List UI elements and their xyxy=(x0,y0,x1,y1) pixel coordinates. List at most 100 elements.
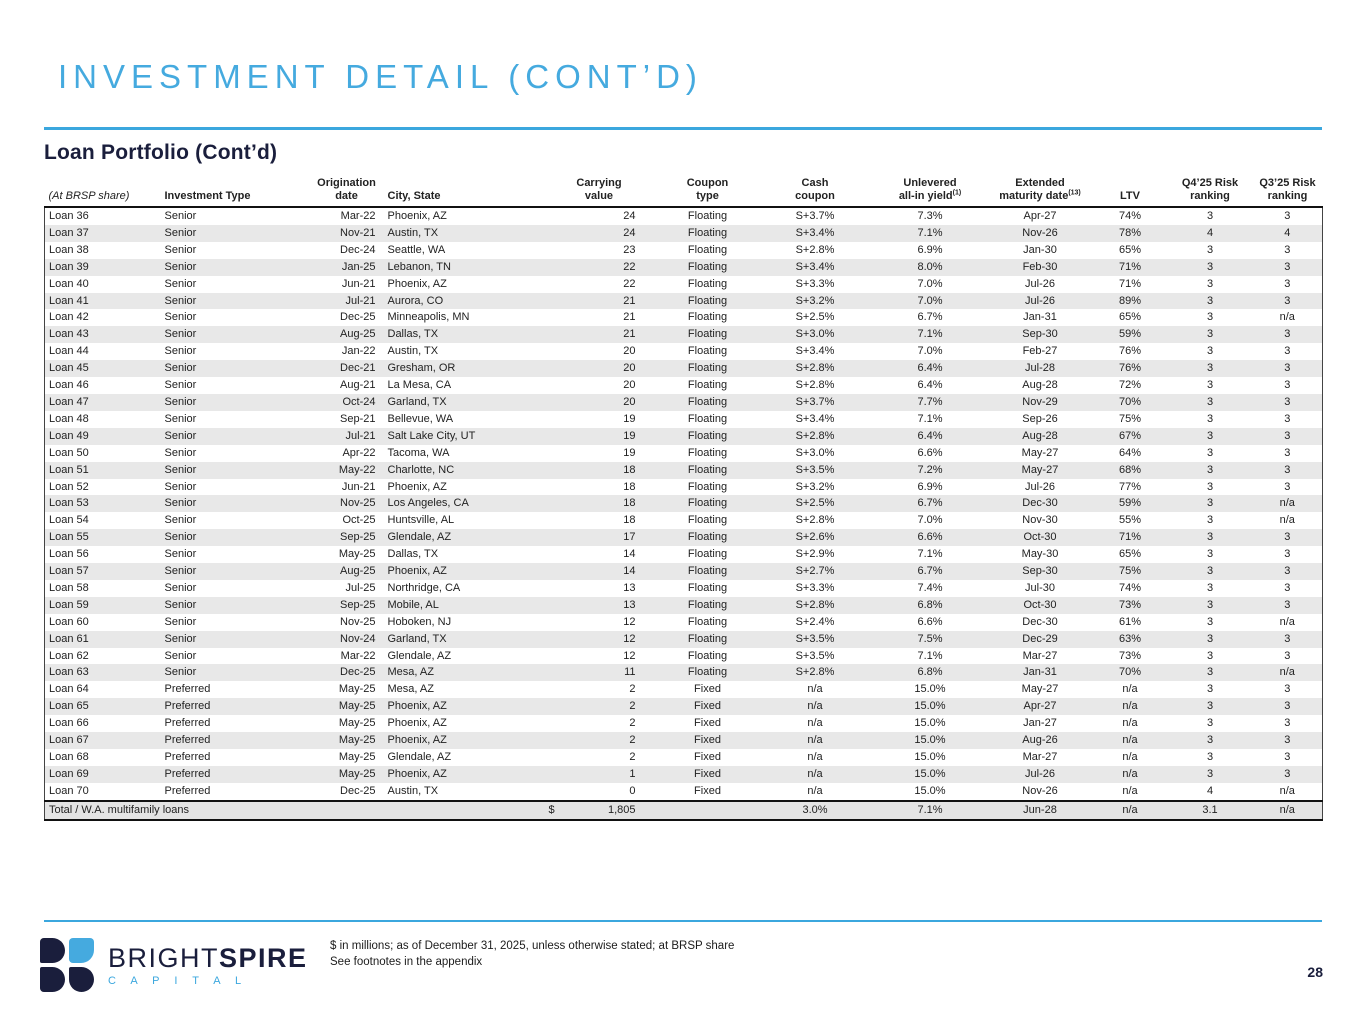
table-cell: n/a xyxy=(807,767,823,780)
table-cell: n/a xyxy=(1122,734,1138,747)
table-cell: Senior xyxy=(164,429,197,442)
currency-symbol: $ xyxy=(548,803,555,816)
table-cell: Sep-25 xyxy=(340,531,376,544)
table-cell: 71% xyxy=(1118,260,1142,273)
logo-quadrant-icon xyxy=(40,967,65,992)
table-cell: n/a xyxy=(1122,717,1138,730)
loan-row: Loan 65 Preferred May-25 Phoenix, AZ 2 Fixed n… xyxy=(44,698,1323,716)
table-cell: 23 xyxy=(623,243,636,256)
table-cell: 76% xyxy=(1118,345,1142,358)
table-cell: n/a xyxy=(1252,613,1323,631)
table-cell: 6.4% xyxy=(917,379,943,392)
table-cell: Aug-21 xyxy=(340,379,376,392)
table-cell: Floating xyxy=(687,379,728,392)
table-cell: 6.7% xyxy=(917,311,943,324)
table-cell: 3 xyxy=(1206,734,1214,747)
table-cell: Jul-21 xyxy=(345,429,376,442)
table-cell: Senior xyxy=(164,615,197,628)
column-header: Carrying value xyxy=(540,177,658,208)
table-cell: Senior xyxy=(164,210,197,222)
table-header-row: (At BRSP share) Investment Type Originatio… xyxy=(44,177,1323,208)
table-cell: 20 xyxy=(623,345,636,358)
loan-row: Loan 53 Senior Nov-25 Los Angeles, CA 18 Floa… xyxy=(44,495,1323,513)
table-cell: Aug-28 xyxy=(1022,379,1058,392)
brightspire-logo-icon xyxy=(40,938,94,992)
table-cell: 3 xyxy=(1206,531,1214,544)
loan-row: Loan 41 Senior Jul-21 Aurora, CO 21 Floating S… xyxy=(44,292,1323,310)
table-cell: 7.4% xyxy=(917,581,943,594)
table-cell: 61% xyxy=(1118,615,1142,628)
table-cell: Preferred xyxy=(164,700,211,713)
table-cell: 3 xyxy=(1252,207,1323,225)
table-cell: 7.0% xyxy=(917,294,943,307)
table-cell: Senior xyxy=(164,412,197,425)
table-cell: Loan 36 xyxy=(44,207,163,225)
page-title: INVESTMENT DETAIL (CONT’D) xyxy=(58,58,703,95)
table-cell: 3 xyxy=(1252,732,1323,749)
table-cell: 17 xyxy=(623,531,636,544)
table-cell: S+2.5% xyxy=(795,497,835,510)
table-cell: n/a xyxy=(1122,784,1138,797)
table-cell: Loan 54 xyxy=(44,512,163,530)
table-cell: 7.1% xyxy=(917,328,943,341)
logo-quadrant-icon xyxy=(69,967,94,992)
table-cell: Phoenix, AZ xyxy=(387,700,447,713)
table-cell: 14 xyxy=(623,548,636,561)
table-cell: Aurora, CO xyxy=(387,294,444,307)
table-cell: Loan 52 xyxy=(44,478,163,496)
table-cell: 15.0% xyxy=(914,683,946,696)
table-cell: 11 xyxy=(624,666,636,679)
table-cell: 71% xyxy=(1118,277,1142,290)
table-cell: 21 xyxy=(623,311,636,324)
table-cell: 3 xyxy=(1252,410,1323,428)
table-cell: Sep-25 xyxy=(340,598,376,611)
table-cell: Aug-25 xyxy=(340,565,376,578)
table-cell: Salt Lake City, UT xyxy=(387,429,476,442)
table-cell: 3 xyxy=(1252,681,1323,699)
table-cell: 3 xyxy=(1206,480,1214,493)
table-cell: S+3.7% xyxy=(795,395,835,408)
table-cell: 4 xyxy=(1206,226,1214,239)
table-cell: Los Angeles, CA xyxy=(387,497,469,510)
table-cell: Loan 38 xyxy=(44,241,163,259)
table-cell: Floating xyxy=(687,598,728,611)
table-cell: Jan-27 xyxy=(1023,717,1057,730)
table-cell: Minneapolis, MN xyxy=(387,311,470,324)
table-cell: 77% xyxy=(1118,480,1142,493)
table-cell: Austin, TX xyxy=(387,345,439,358)
table-cell: Nov-26 xyxy=(1022,784,1058,797)
table-cell: Senior xyxy=(164,260,197,273)
table-cell: 3 xyxy=(1206,615,1214,628)
table-cell: Fixed xyxy=(694,700,721,713)
table-cell: Senior xyxy=(164,311,197,324)
table-cell: Oct-30 xyxy=(1023,531,1057,544)
table-cell: Dallas, TX xyxy=(387,548,439,561)
table-cell: 3 xyxy=(1206,666,1214,679)
table-cell: 3 xyxy=(1252,647,1323,665)
loan-row: Loan 66 Preferred May-25 Phoenix, AZ 2 Fixed n… xyxy=(44,715,1323,733)
table-cell: Nov-26 xyxy=(1022,226,1058,239)
table-cell: Loan 55 xyxy=(44,529,163,547)
table-cell: 6.8% xyxy=(917,598,943,611)
loan-row: Loan 36 Senior Mar-22 Phoenix, AZ 24 Floating… xyxy=(44,207,1323,225)
table-cell: 6.6% xyxy=(917,446,943,459)
table-cell: Loan 47 xyxy=(44,393,163,411)
table-cell: 89% xyxy=(1118,294,1142,307)
table-cell: 65% xyxy=(1118,548,1142,561)
table-cell: 0 xyxy=(629,784,636,797)
table-cell: 6.9% xyxy=(917,243,943,256)
loan-row: Loan 62 Senior Mar-22 Glendale, AZ 12 Floatin… xyxy=(44,647,1323,665)
table-cell: 18 xyxy=(623,480,636,493)
table-cell: Floating xyxy=(687,463,728,476)
loan-row: Loan 69 Preferred May-25 Phoenix, AZ 1 Fixed n… xyxy=(44,765,1323,783)
table-cell: Floating xyxy=(687,632,728,645)
table-cell: 2 xyxy=(629,751,636,763)
total-cell xyxy=(658,801,758,820)
table-cell: 3 xyxy=(1206,243,1214,256)
table-cell: Senior xyxy=(164,531,197,544)
table-cell: 20 xyxy=(623,362,636,375)
table-cell: Mar-22 xyxy=(340,210,376,222)
table-cell: Fixed xyxy=(694,734,721,747)
table-cell: May-25 xyxy=(338,767,376,780)
table-cell: Fixed xyxy=(694,717,721,730)
